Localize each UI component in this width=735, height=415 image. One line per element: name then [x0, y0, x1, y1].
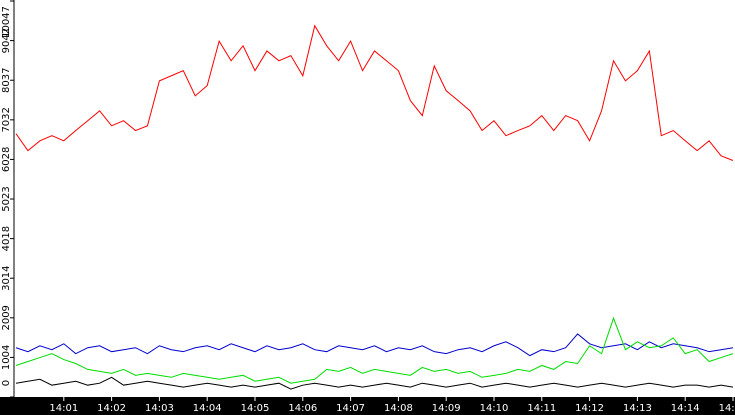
x-tick-label: 14:15: [719, 403, 735, 414]
x-axis-band: [0, 397, 735, 415]
x-tick-label: 14:01: [49, 403, 78, 414]
x-tick-label: 14:12: [575, 403, 604, 414]
x-tick-label: 14:09: [432, 403, 461, 414]
y-tick-label: 9042: [1, 28, 12, 53]
series-line: [15, 333, 734, 357]
y-tick-label: 7032: [1, 107, 12, 132]
x-tick-label: 14:11: [527, 403, 556, 414]
x-tick-label: 14:14: [671, 403, 700, 414]
y-tick-label: 10047: [1, 6, 12, 38]
x-tick-label: 14:08: [384, 403, 413, 414]
y-tick-label: 4018: [1, 226, 12, 251]
x-tick-label: 14:05: [241, 403, 270, 414]
series-line: [15, 376, 734, 390]
y-tick-label: 5023: [1, 186, 12, 211]
y-tick-label: 0: [1, 380, 12, 386]
series-line: [15, 316, 734, 384]
y-tick-label: 2009: [1, 305, 12, 330]
y-tick-label: 6028: [1, 147, 12, 172]
x-tick-label: 14:07: [336, 403, 365, 414]
series-line: [15, 24, 734, 161]
y-tick-label: 3014: [1, 265, 12, 290]
y-tick-label: 1004: [1, 345, 12, 370]
x-tick-label: 14:02: [97, 403, 126, 414]
x-tick-label: 14:10: [480, 403, 509, 414]
x-tick-label: 14:13: [623, 403, 652, 414]
x-tick-label: 14:06: [288, 403, 317, 414]
x-tick-label: 14:04: [193, 403, 222, 414]
x-tick-label: 14:03: [145, 403, 174, 414]
y-tick-label: 8037: [1, 67, 12, 92]
